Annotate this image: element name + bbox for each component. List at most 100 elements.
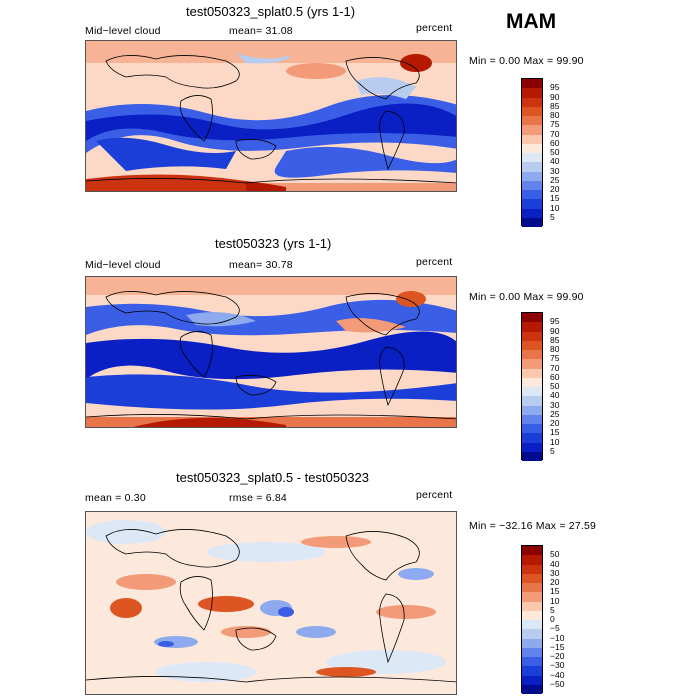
panel-3-map [85,511,457,695]
colorbar-swatch [522,414,542,424]
panel-2-units-label: percent [416,256,453,268]
colorbar-tick-label: 0 [550,614,555,624]
colorbar-swatch [522,629,542,639]
colorbar-swatch [522,171,542,181]
colorbar-tick-label: 30 [550,567,560,578]
panel-2-map [85,276,457,428]
colorbar-swatch [522,424,542,434]
colorbar-swatch [522,647,542,657]
colorbar-tick-label: 30 [550,165,560,176]
colorbar-tick-label: 15 [550,193,560,204]
colorbar-tick-label: 10 [550,202,560,213]
colorbar-swatch [522,368,542,378]
colorbar-tick-label: 85 [550,100,560,111]
panel-3-minmax: Min = −32.16 Max = 27.59 [469,520,597,532]
colorbar-swatch [522,675,542,685]
colorbar-swatch [522,684,542,694]
panel-1-map [85,40,457,192]
colorbar-tick-label: 90 [550,325,560,336]
colorbar-swatch [522,405,542,415]
colorbar-tick-label: 85 [550,334,560,345]
colorbar-tick-label: 50 [550,381,560,391]
colorbar-swatch [522,592,542,602]
colorbar-tick-label: 70 [550,128,560,139]
colorbar-swatch [522,106,542,116]
colorbar-swatch [522,79,542,89]
colorbar-tick-label: 50 [550,147,560,157]
colorbar-tick-label: −15 [550,641,565,652]
colorbar-tick-label: 20 [550,418,560,428]
colorbar-swatch [522,451,542,461]
colorbar-swatch [522,162,542,172]
colorbar-tick-label: −50 [550,678,565,689]
panel-1-mean-label: mean= 31.08 [229,25,293,37]
colorbar-tick-label: 70 [550,362,560,373]
panel-2-minmax: Min = 0.00 Max = 99.90 [469,291,584,303]
panel-2-title: test050323 (yrs 1-1) [215,236,332,251]
colorbar-tick-label: 75 [550,353,560,364]
panel-3-colorbar [521,545,543,694]
colorbar-swatch [522,134,542,144]
season-label: MAM [506,10,557,33]
colorbar-swatch [522,377,542,387]
colorbar-tick-label: −10 [550,632,565,643]
colorbar-swatch [522,153,542,163]
colorbar-tick-label: 30 [550,399,560,410]
colorbar-tick-label: 80 [550,344,560,354]
colorbar-swatch [522,88,542,98]
colorbar-tick-label: 15 [550,427,560,438]
panel-1-title: test050323_splat0.5 (yrs 1-1) [186,4,356,19]
colorbar-swatch [522,433,542,443]
colorbar-tick-label: 5 [550,445,555,456]
colorbar-swatch [522,190,542,200]
colorbar-swatch [522,331,542,341]
colorbar-tick-label: 5 [550,211,555,222]
colorbar-swatch [522,125,542,135]
colorbar-swatch [522,657,542,667]
colorbar-swatch [522,199,542,209]
colorbar-tick-label: 20 [550,577,560,587]
colorbar-tick-label: −20 [550,651,565,661]
colorbar-swatch [522,116,542,126]
colorbar-tick-label: 50 [550,549,560,560]
colorbar-tick-label: 40 [550,390,560,401]
colorbar-swatch [522,573,542,583]
colorbar-swatch [522,583,542,593]
panel-2-colorbar [521,312,543,461]
panel-1-minmax: Min = 0.00 Max = 99.90 [469,55,584,67]
colorbar-swatch [522,143,542,153]
colorbar-swatch [522,340,542,350]
panel-2-mean-label: mean= 30.78 [229,259,293,271]
colorbar-swatch [522,97,542,107]
colorbar-tick-label: 95 [550,316,560,327]
colorbar-tick-label: 60 [550,371,560,382]
colorbar-swatch [522,666,542,676]
colorbar-tick-label: 5 [550,604,555,615]
colorbar-swatch [522,350,542,360]
panel-3-rmse-label: rmse = 6.84 [229,492,287,504]
colorbar-tick-label: 40 [550,558,560,569]
colorbar-swatch [522,180,542,190]
colorbar-tick-label: 75 [550,119,560,130]
colorbar-tick-label: 90 [550,91,560,102]
colorbar-tick-label: 25 [550,174,560,185]
panel-1-units-label: percent [416,22,453,34]
colorbar-swatch [522,610,542,620]
panel-3-units-label: percent [416,489,453,501]
colorbar-tick-label: 80 [550,110,560,120]
colorbar-swatch [522,359,542,369]
colorbar-swatch [522,322,542,332]
colorbar-tick-label: −5 [550,623,560,634]
panel-2-variable-label: Mid−level cloud [85,259,161,271]
colorbar-swatch [522,638,542,648]
colorbar-swatch [522,313,542,323]
colorbar-tick-label: 40 [550,156,560,167]
colorbar-swatch [522,546,542,556]
colorbar-swatch [522,396,542,406]
colorbar-swatch [522,217,542,227]
colorbar-tick-label: 15 [550,586,560,597]
colorbar-swatch [522,601,542,611]
panel-1-variable-label: Mid−level cloud [85,25,161,37]
colorbar-tick-label: −40 [550,669,565,680]
colorbar-swatch [522,208,542,218]
